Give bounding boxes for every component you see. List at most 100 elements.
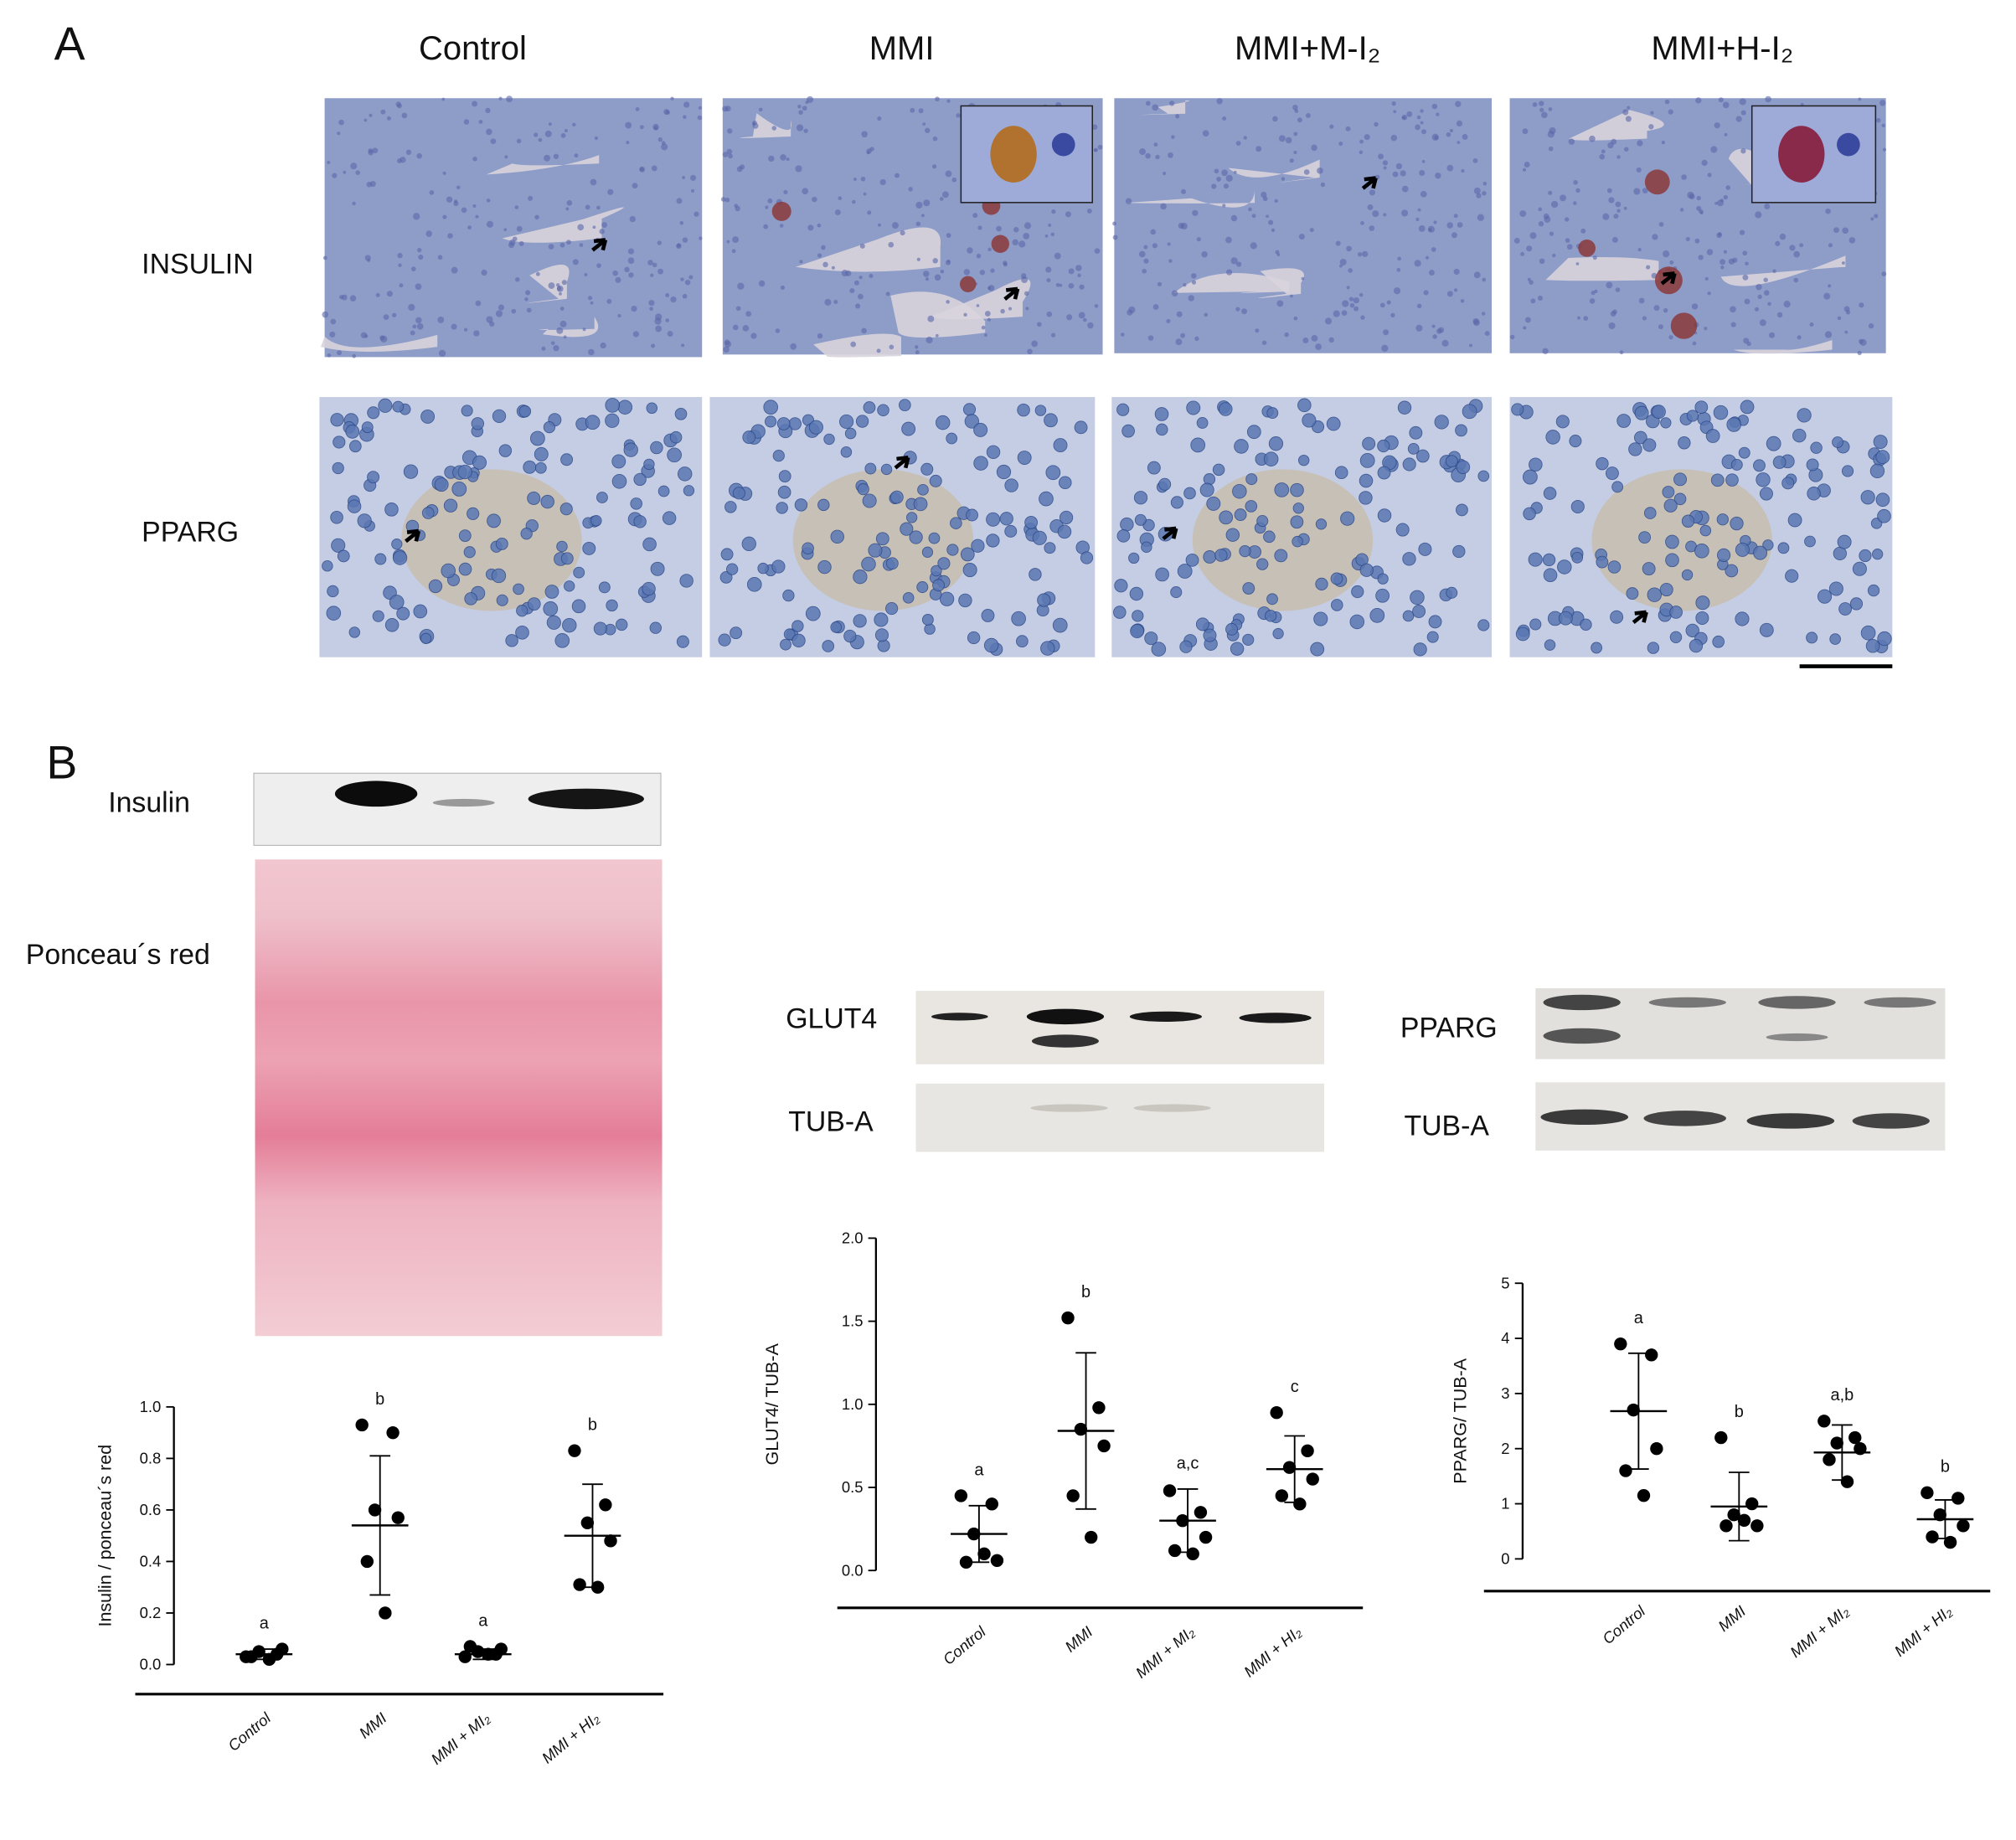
- nucleus: [1147, 461, 1161, 475]
- data-point: [959, 1555, 973, 1569]
- nucleus: [853, 570, 868, 585]
- nucleus: [1359, 292, 1364, 297]
- nucleus: [1446, 131, 1451, 137]
- nucleus: [1735, 611, 1750, 626]
- nucleus: [495, 310, 503, 317]
- nucleus: [1012, 239, 1018, 246]
- nucleus: [1799, 243, 1804, 248]
- nucleus: [667, 447, 682, 463]
- nucleus: [1763, 277, 1768, 282]
- nucleus: [910, 107, 915, 113]
- tissue-gap: [1720, 255, 1846, 286]
- nucleus: [464, 592, 477, 606]
- nucleus: [1658, 324, 1663, 330]
- nucleus: [1397, 256, 1401, 261]
- nucleus: [1793, 277, 1799, 283]
- nucleus: [1797, 408, 1812, 423]
- nucleus: [538, 137, 543, 142]
- nucleus: [1034, 405, 1047, 416]
- nucleus: [1315, 518, 1328, 530]
- tissue-gap: [1569, 110, 1664, 141]
- y-tick-label: 2: [1501, 1440, 1509, 1457]
- data-point: [245, 1650, 258, 1663]
- nucleus: [1255, 146, 1262, 152]
- nucleus: [389, 595, 405, 610]
- nucleus: [1661, 140, 1666, 145]
- nucleus: [1150, 229, 1157, 235]
- nucleus: [1838, 602, 1853, 616]
- nucleus: [391, 539, 403, 550]
- nucleus: [1419, 170, 1426, 177]
- nucleus: [1313, 611, 1328, 626]
- nucleus: [1453, 288, 1458, 292]
- data-point: [368, 1503, 382, 1517]
- nucleus: [1555, 415, 1570, 429]
- nucleus: [1265, 610, 1277, 622]
- nucleus: [380, 109, 386, 115]
- data-point: [1848, 1430, 1862, 1445]
- nucleus: [1704, 327, 1708, 331]
- nucleus: [1196, 237, 1201, 242]
- nucleus: [632, 183, 638, 189]
- nucleus: [1390, 134, 1398, 142]
- nucleus: [670, 296, 677, 303]
- nucleus: [1616, 414, 1632, 428]
- nucleus: [1086, 209, 1092, 214]
- nucleus: [1377, 466, 1391, 480]
- nucleus: [1315, 343, 1322, 350]
- nucleus: [572, 259, 579, 265]
- nucleus: [1591, 642, 1603, 654]
- nucleus: [1003, 260, 1008, 265]
- nucleus: [1451, 232, 1457, 239]
- tissue-gap: [320, 334, 438, 352]
- nucleus: [372, 147, 379, 154]
- nucleus: [1341, 310, 1348, 317]
- nucleus: [719, 570, 733, 584]
- nucleus: [1877, 631, 1892, 647]
- nucleus: [1837, 316, 1842, 321]
- nucleus: [653, 126, 658, 131]
- data-point: [590, 1580, 605, 1594]
- nucleus: [1271, 228, 1276, 232]
- arrow: [1632, 610, 1648, 625]
- nucleus: [588, 348, 595, 356]
- nucleus: [443, 498, 458, 513]
- nucleus: [1004, 524, 1018, 538]
- blot-insulin: [253, 772, 662, 846]
- data-point: [1627, 1403, 1640, 1417]
- nucleus: [512, 236, 518, 242]
- data-point: [1650, 1442, 1663, 1456]
- nucleus: [1274, 549, 1288, 563]
- nucleus: [840, 446, 853, 458]
- nucleus: [1757, 294, 1762, 299]
- nucleus: [1160, 203, 1167, 210]
- nucleus: [973, 456, 988, 471]
- nucleus: [1255, 328, 1260, 333]
- x-tick-label: MMI + MI₂: [427, 1709, 492, 1768]
- nucleus: [724, 106, 731, 112]
- nucleus: [1875, 117, 1881, 123]
- nucleus: [1868, 323, 1874, 329]
- nucleus: [987, 317, 991, 322]
- nucleus: [899, 399, 911, 411]
- nucleus: [1547, 131, 1555, 138]
- nucleus: [1842, 227, 1849, 235]
- nucleus: [1275, 250, 1280, 255]
- significance-letter: a,c: [1177, 1454, 1199, 1472]
- nucleus: [368, 148, 374, 153]
- nucleus: [735, 205, 740, 212]
- nucleus: [1359, 139, 1364, 144]
- nucleus: [486, 128, 492, 136]
- nucleus: [651, 165, 657, 172]
- nucleus: [1179, 640, 1193, 653]
- nucleus: [655, 325, 663, 332]
- nucleus: [461, 405, 473, 417]
- nucleus: [1837, 534, 1852, 549]
- nucleus: [720, 197, 726, 202]
- data-point: [1163, 1484, 1177, 1497]
- nucleus: [1616, 155, 1621, 159]
- nucleus: [996, 464, 1012, 480]
- nucleus: [1225, 622, 1239, 636]
- nucleus: [724, 341, 732, 348]
- data-point: [1637, 1488, 1651, 1502]
